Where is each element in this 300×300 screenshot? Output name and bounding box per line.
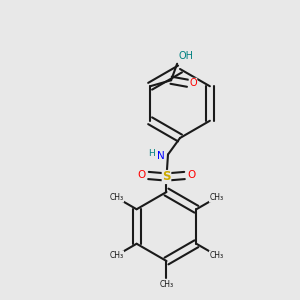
Text: CH₃: CH₃ [110, 193, 124, 202]
Text: CH₃: CH₃ [159, 280, 174, 289]
Text: CH₃: CH₃ [209, 193, 224, 202]
Text: OH: OH [178, 51, 194, 61]
Text: O: O [138, 170, 146, 181]
Text: CH₃: CH₃ [110, 251, 124, 260]
Text: S: S [162, 170, 171, 184]
Text: H: H [148, 148, 155, 158]
Text: CH₃: CH₃ [209, 251, 224, 260]
Text: N: N [157, 151, 164, 161]
Text: O: O [187, 170, 195, 181]
Text: O: O [189, 78, 197, 88]
